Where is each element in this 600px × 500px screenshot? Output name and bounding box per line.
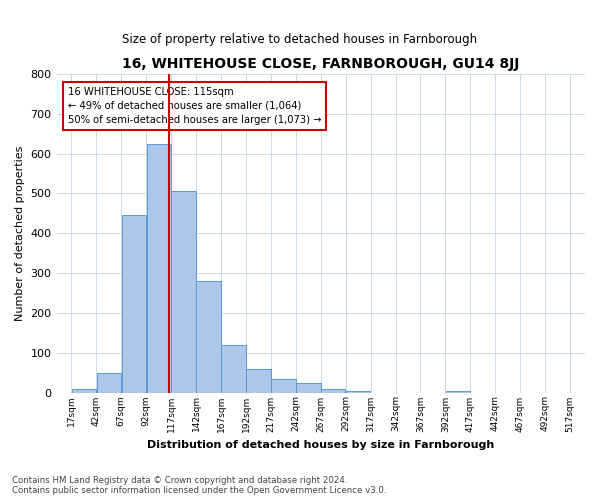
Bar bbox=[72, 388, 96, 392]
Bar bbox=[221, 344, 246, 393]
Bar bbox=[346, 390, 370, 392]
Bar bbox=[172, 192, 196, 392]
Bar bbox=[196, 281, 221, 392]
X-axis label: Distribution of detached houses by size in Farnborough: Distribution of detached houses by size … bbox=[147, 440, 494, 450]
Bar bbox=[321, 388, 346, 392]
Bar bbox=[146, 144, 171, 392]
Text: Size of property relative to detached houses in Farnborough: Size of property relative to detached ho… bbox=[122, 32, 478, 46]
Bar bbox=[271, 378, 296, 392]
Text: 16 WHITEHOUSE CLOSE: 115sqm
← 49% of detached houses are smaller (1,064)
50% of : 16 WHITEHOUSE CLOSE: 115sqm ← 49% of det… bbox=[68, 87, 321, 125]
Bar bbox=[122, 216, 146, 392]
Bar bbox=[97, 372, 121, 392]
Bar bbox=[296, 382, 320, 392]
Y-axis label: Number of detached properties: Number of detached properties bbox=[15, 146, 25, 321]
Title: 16, WHITEHOUSE CLOSE, FARNBOROUGH, GU14 8JJ: 16, WHITEHOUSE CLOSE, FARNBOROUGH, GU14 … bbox=[122, 58, 520, 71]
Bar bbox=[446, 390, 470, 392]
Bar bbox=[246, 368, 271, 392]
Text: Contains HM Land Registry data © Crown copyright and database right 2024.
Contai: Contains HM Land Registry data © Crown c… bbox=[12, 476, 386, 495]
